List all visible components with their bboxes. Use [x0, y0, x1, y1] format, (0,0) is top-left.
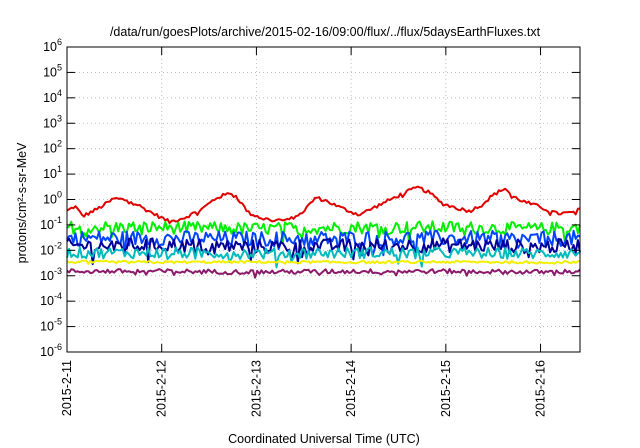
- series-line-4: [66, 237, 581, 266]
- y-tick-label: 101: [43, 164, 62, 181]
- x-axis: 2015-2-11 2015-2-12 2015-2-13 2015-2-14 2015…: [60, 47, 548, 417]
- x-axis-label: Coordinated Universal Time (UTC): [228, 432, 420, 446]
- series-line-5: [66, 246, 581, 269]
- y-tick-label: 10-1: [40, 215, 62, 232]
- grid-lines: [66, 47, 580, 352]
- x-tick-label: 2015-2-12: [155, 360, 169, 417]
- series-layer: [66, 185, 581, 279]
- series-line-6: [66, 259, 581, 265]
- y-tick-label: 10-4: [40, 291, 62, 308]
- series-line-7: [66, 268, 581, 279]
- y-axis: 10-6 10-5 10-4 10-3 10-2 10-1 100 101 102 103 104 1…: [40, 37, 580, 359]
- y-tick-label: 10-2: [40, 240, 62, 257]
- chart-title: /data/run/goesPlots/archive/2015-02-16/0…: [110, 25, 541, 39]
- x-tick-label: 2015-2-15: [439, 360, 453, 417]
- x-tick-label: 2015-2-13: [249, 360, 263, 417]
- y-tick-label: 10-3: [40, 266, 62, 283]
- y-tick-label: 105: [43, 62, 62, 79]
- y-tick-label: 104: [43, 88, 62, 105]
- y-tick-label: 10-5: [40, 317, 62, 334]
- y-axis-label: protons/cm²-s-sr-MeV: [15, 142, 29, 264]
- y-tick-label: 100: [43, 190, 62, 207]
- series-line-2: [66, 220, 581, 244]
- x-tick-label: 2015-2-11: [60, 360, 74, 416]
- x-tick-label: 2015-2-14: [344, 360, 358, 417]
- y-tick-label: 10-6: [40, 342, 62, 359]
- y-tick-label: 106: [43, 37, 62, 54]
- y-tick-label: 102: [43, 139, 62, 156]
- series-line-1: [66, 185, 581, 225]
- y-tick-label: 103: [43, 113, 62, 130]
- x-tick-label: 2015-2-16: [534, 360, 548, 417]
